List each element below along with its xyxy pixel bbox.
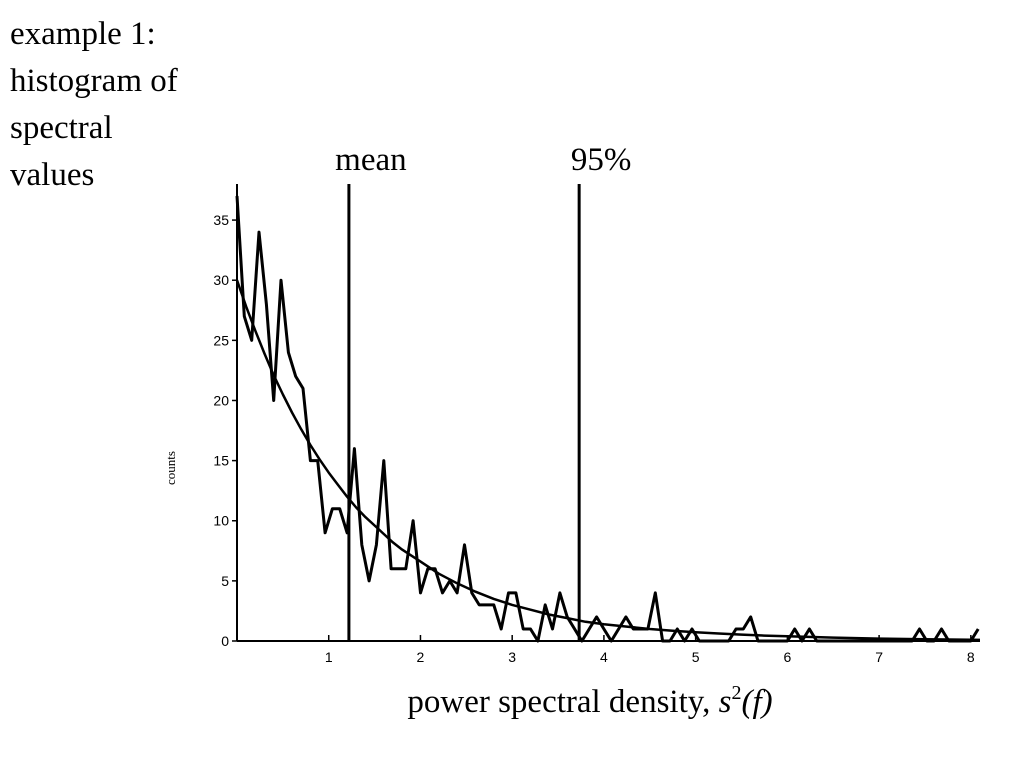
vertical-markers: mean 95% [335, 142, 631, 641]
x-tick-label: 7 [875, 649, 883, 665]
y-tick-label: 25 [213, 332, 229, 348]
y-tick-label: 10 [213, 513, 229, 529]
x-tick-label: 8 [967, 649, 975, 665]
slide-title: example 1: histogram of spectral values [10, 16, 178, 193]
x-tick-label: 3 [508, 649, 516, 665]
y-tick-label: 30 [213, 272, 229, 288]
y-tick-label: 0 [221, 633, 229, 649]
y-axis-label: counts [163, 451, 178, 485]
x-axis-label-text: power spectral density, [407, 684, 718, 720]
y-tick-label: 15 [213, 453, 229, 469]
marker-label: mean [335, 142, 406, 178]
x-tick-label: 4 [600, 649, 608, 665]
histogram-line [235, 195, 980, 643]
x-axis-label-math: s [719, 684, 732, 720]
slide-title-line: spectral [10, 110, 113, 146]
y-tick-label: 35 [213, 212, 229, 228]
x-tick-label: 2 [417, 649, 425, 665]
x-axis-label-sup: 2 [731, 682, 741, 704]
x-tick-label: 5 [692, 649, 700, 665]
slide-title-line: example 1: [10, 16, 156, 52]
x-axis-label-suffix: (f) [741, 684, 772, 720]
y-tick-label: 20 [213, 392, 229, 408]
x-tick-label: 6 [783, 649, 791, 665]
fit-curve [235, 279, 981, 642]
y-ticks: 0 5 10 15 20 25 30 35 [213, 212, 237, 649]
series-group [235, 195, 981, 643]
x-tick-label: 1 [325, 649, 333, 665]
x-axis-label: power spectral density, s2(f) [407, 682, 772, 720]
slide-title-line: histogram of [10, 63, 178, 99]
y-tick-label: 5 [221, 573, 229, 589]
slide-title-line: values [10, 157, 94, 193]
marker-label: 95% [571, 142, 632, 178]
